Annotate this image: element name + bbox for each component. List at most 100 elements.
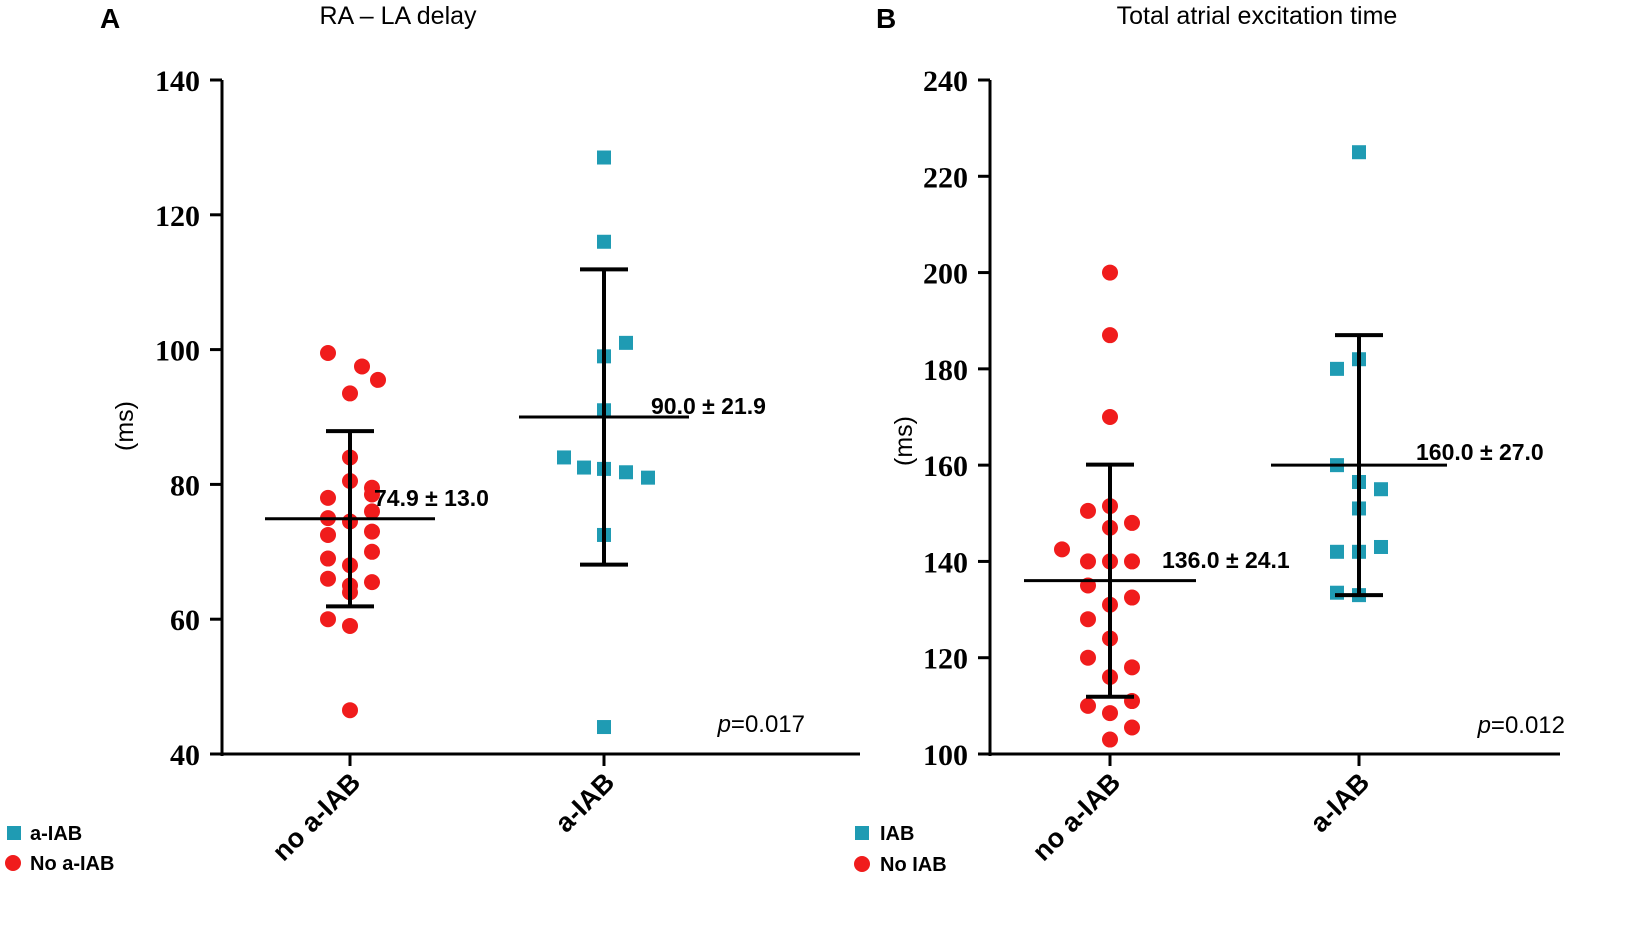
- panel-a: A RA – LA delay (ms) 40 60 80 100 120 140 no …: [5, 2, 860, 875]
- data-point-square: [641, 470, 655, 485]
- panel-b-letter: B: [876, 3, 896, 34]
- x-tick-label: no a-IAB: [267, 767, 367, 867]
- panel-b-legend: IAB No IAB: [854, 823, 947, 876]
- panel-a-error-bars: [265, 267, 689, 609]
- x-tick-label: a-IAB: [1304, 767, 1375, 838]
- data-point-circle: [364, 503, 380, 520]
- data-point-circle: [1102, 731, 1118, 748]
- data-point-square: [597, 150, 611, 165]
- data-point-circle: [1102, 409, 1118, 425]
- data-point-circle: [364, 574, 380, 591]
- data-point-circle: [342, 385, 358, 402]
- data-point-circle: [320, 489, 336, 506]
- panel-b: B Total atrial excitation time (ms) 100 1…: [854, 2, 1565, 876]
- data-point-circle: [320, 526, 336, 543]
- data-point-square: [1352, 145, 1366, 160]
- data-point-square: [1374, 482, 1388, 497]
- data-point-circle: [364, 486, 380, 503]
- panel-a-summary-labels: 74.9 ± 13.0 90.0 ± 21.9: [374, 393, 766, 511]
- panel-a-p-number: =0.017: [731, 711, 805, 738]
- panel-b-title: Total atrial excitation time: [1117, 2, 1398, 30]
- legend-a-iab-marker: [7, 826, 21, 840]
- data-point-circle: [320, 344, 336, 361]
- data-point-circle: [364, 523, 380, 540]
- y-tick-label: 100: [923, 739, 968, 772]
- data-point-circle: [1080, 697, 1096, 714]
- legend-no-iab-marker: [854, 856, 870, 872]
- legend-no-iab-label: No IAB: [880, 854, 947, 876]
- data-point-circle: [354, 358, 370, 375]
- y-tick-label: 140: [155, 65, 200, 98]
- y-tick-label: 80: [170, 469, 200, 502]
- legend-iab-marker: [855, 826, 869, 840]
- data-point-circle: [1054, 541, 1070, 558]
- data-point-square: [619, 465, 633, 480]
- legend-a-iab-label: a-IAB: [30, 823, 82, 845]
- panel-a-p-value: p=0.017: [717, 711, 805, 738]
- data-point-square: [557, 450, 571, 465]
- data-point-circle: [1124, 514, 1140, 531]
- data-point-circle: [1124, 553, 1140, 570]
- y-tick-label: 60: [170, 604, 200, 637]
- summary-label: 90.0 ± 21.9: [651, 393, 766, 419]
- panel-a-title: RA – LA delay: [319, 2, 477, 30]
- data-point-circle: [1080, 502, 1096, 519]
- data-point-circle: [1124, 589, 1140, 606]
- y-tick-label: 240: [923, 65, 968, 98]
- data-point-circle: [342, 617, 358, 634]
- panel-a-p-prefix: p: [717, 711, 731, 738]
- y-tick-label: 120: [923, 643, 968, 676]
- data-point-circle: [1102, 264, 1118, 281]
- panel-b-p-number: =0.012: [1491, 712, 1565, 739]
- data-point-square: [1330, 544, 1344, 559]
- panel-b-points: [1054, 145, 1388, 748]
- data-point-circle: [1080, 611, 1096, 628]
- data-point-square: [619, 335, 633, 350]
- data-point-square: [577, 460, 591, 475]
- panel-b-y-axis-label: (ms): [890, 416, 918, 466]
- data-point-circle: [320, 611, 336, 628]
- panel-b-y-ticks: 100 120 140 160 180 200 220 240: [923, 65, 990, 772]
- legend-no-a-iab-marker: [5, 855, 21, 871]
- summary-label: 136.0 ± 24.1: [1162, 547, 1290, 573]
- data-point-circle: [364, 543, 380, 560]
- legend-iab-label: IAB: [880, 823, 914, 845]
- x-tick-label: no a-IAB: [1027, 767, 1127, 867]
- data-point-circle: [370, 371, 386, 388]
- data-point-circle: [342, 702, 358, 719]
- y-tick-label: 40: [170, 739, 200, 772]
- panel-a-points: [320, 150, 655, 735]
- y-tick-label: 180: [923, 354, 968, 387]
- panel-b-error-bars: [1024, 333, 1447, 699]
- legend-no-a-iab-label: No a-IAB: [30, 853, 114, 875]
- data-point-square: [1374, 539, 1388, 554]
- data-point-circle: [1102, 705, 1118, 722]
- y-tick-label: 120: [155, 200, 200, 233]
- y-tick-label: 220: [923, 161, 968, 194]
- data-point-circle: [1102, 327, 1118, 344]
- data-point-circle: [1080, 649, 1096, 666]
- panel-a-letter: A: [100, 3, 120, 34]
- summary-label: 74.9 ± 13.0: [374, 485, 489, 511]
- data-point-circle: [320, 570, 336, 587]
- x-tick-label: a-IAB: [549, 767, 620, 838]
- panel-a-legend: a-IAB No a-IAB: [5, 823, 114, 875]
- panel-b-p-value: p=0.012: [1477, 712, 1565, 739]
- panel-a-y-ticks: 40 60 80 100 120 140: [155, 65, 222, 772]
- y-tick-label: 100: [155, 335, 200, 368]
- data-point-circle: [320, 550, 336, 567]
- data-point-circle: [1124, 719, 1140, 736]
- panel-a-x-ticks: no a-IAB a-IAB: [267, 754, 620, 867]
- data-point-circle: [1080, 553, 1096, 570]
- panel-b-x-ticks: no a-IAB a-IAB: [1027, 754, 1375, 867]
- data-point-square: [1330, 361, 1344, 376]
- panel-b-summary-labels: 136.0 ± 24.1 160.0 ± 27.0: [1162, 439, 1544, 573]
- panel-a-y-axis-label: (ms): [111, 401, 139, 451]
- y-tick-label: 140: [923, 546, 968, 579]
- panel-b-p-prefix: p: [1477, 712, 1491, 739]
- y-tick-label: 160: [923, 450, 968, 483]
- data-point-circle: [1124, 659, 1140, 676]
- data-point-square: [597, 720, 611, 735]
- data-point-square: [1330, 585, 1344, 600]
